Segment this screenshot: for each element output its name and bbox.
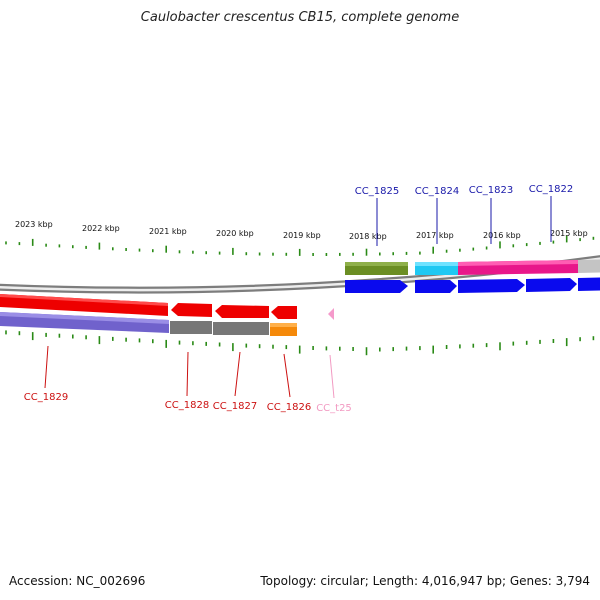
kbp-label-2023: 2023 kbp: [15, 220, 53, 229]
gene-arrow-cc1824[interactable]: [415, 280, 457, 293]
gene-label-cc1824[interactable]: CC_1824: [415, 186, 459, 197]
gene-labels: CC_1825 CC_1824 CC_1823 CC_1822 CC_1829 …: [24, 184, 573, 414]
gene-arrow-cc1822a[interactable]: [526, 278, 577, 292]
kbp-label-2016: 2016 kbp: [483, 231, 521, 240]
gene-label-cc1829[interactable]: CC_1829: [24, 392, 68, 403]
gene-label-cc1825[interactable]: CC_1825: [355, 186, 399, 197]
label-leaders: [44, 196, 552, 399]
kbp-label-2020: 2020 kbp: [216, 229, 254, 238]
gene-arrow-cc1827[interactable]: [215, 305, 269, 318]
feature-bar-cc1822[interactable]: [578, 259, 600, 274]
map-title: Caulobacter crescentus CB15, complete ge…: [140, 10, 460, 25]
topology-text: Topology: circular; Length: 4,016,947 bp…: [260, 574, 590, 588]
reverse-genes: [0, 294, 334, 320]
inner-tick-ring: [5, 330, 595, 356]
gene-label-cc1828[interactable]: CC_1828: [165, 400, 209, 411]
gene-label-cc1822[interactable]: CC_1822: [529, 184, 573, 195]
forward-genes: [345, 277, 600, 293]
kbp-label-2021: 2021 kbp: [149, 227, 187, 236]
rna-label-cct25[interactable]: CC_t25: [316, 403, 352, 414]
upper-feature-band: [345, 259, 600, 275]
gene-arrow-cc1829[interactable]: [0, 294, 168, 316]
gene-label-cc1823[interactable]: CC_1823: [469, 185, 513, 196]
gene-label-cc1827[interactable]: CC_1827: [213, 401, 257, 412]
gene-label-cc1826[interactable]: CC_1826: [267, 402, 311, 413]
gene-arrow-cc1822b[interactable]: [578, 277, 600, 292]
kbp-labels: 2023 kbp 2022 kbp 2021 kbp 2020 kbp 2019…: [15, 220, 588, 241]
kbp-label-2019: 2019 kbp: [283, 231, 321, 240]
gene-arrow-cc1825[interactable]: [345, 280, 408, 293]
gene-arrow-cc1823[interactable]: [458, 279, 525, 293]
rna-arrow-cct25[interactable]: [328, 308, 334, 320]
outer-tick-ring: [5, 235, 595, 256]
gene-arrow-cc1828[interactable]: [171, 303, 212, 317]
kbp-label-2022: 2022 kbp: [82, 224, 120, 233]
feature-bar-cc1827[interactable]: [213, 322, 269, 335]
lower-feature-band: [0, 312, 297, 336]
feature-bar-cc1828[interactable]: [170, 321, 212, 334]
accession-text: Accession: NC_002696: [9, 574, 146, 588]
kbp-label-2017: 2017 kbp: [416, 231, 454, 240]
kbp-label-2018: 2018 kbp: [349, 232, 387, 241]
gene-arrow-cc1826[interactable]: [271, 306, 297, 319]
kbp-label-2015: 2015 kbp: [550, 229, 588, 238]
